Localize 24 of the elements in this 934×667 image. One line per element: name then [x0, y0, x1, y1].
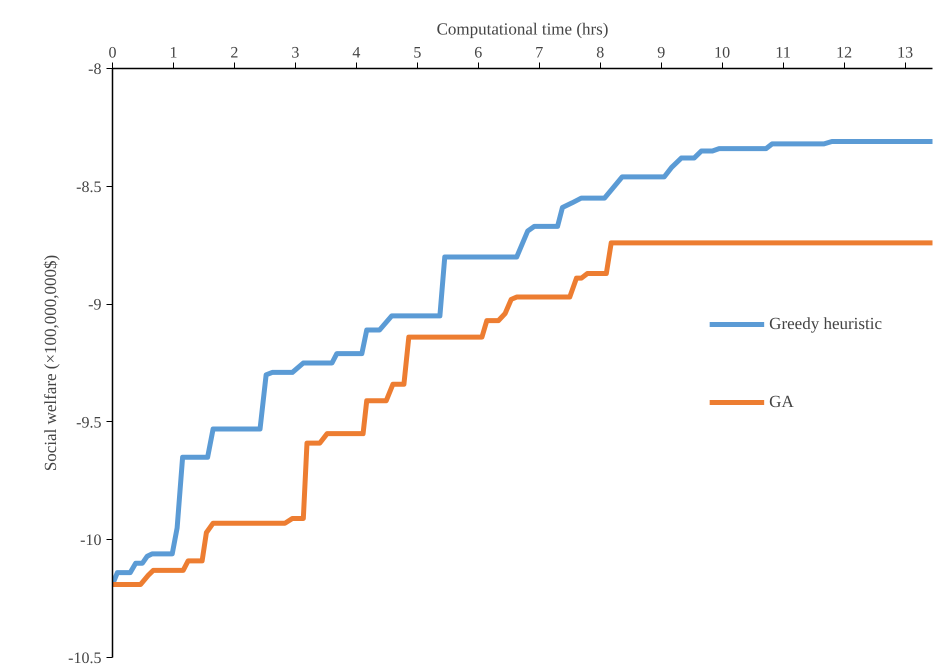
y-tick-label: -9.5: [76, 414, 102, 432]
y-tick-label: -10: [80, 532, 102, 550]
x-tick-label: 3: [291, 44, 300, 62]
x-tick-label: 6: [474, 44, 482, 62]
x-tick-label: 0: [108, 44, 116, 62]
x-tick-label: 13: [897, 44, 914, 62]
x-tick-label: 12: [836, 44, 852, 62]
y-tick-label: -8.5: [76, 178, 102, 196]
y-axis-title: Social welfare (×100,000,000$): [41, 254, 60, 472]
x-tick-label: 5: [413, 44, 422, 62]
x-axis-title: Computational time (hrs): [436, 20, 608, 38]
x-tick-label: 4: [352, 44, 360, 62]
x-tick-label: 8: [596, 44, 604, 62]
x-tick-label: 11: [775, 44, 791, 62]
x-tick-label: 10: [714, 44, 730, 62]
legend-label: GA: [769, 392, 794, 412]
x-tick-label: 7: [535, 44, 544, 62]
x-tick-label: 2: [230, 44, 238, 62]
x-tick-label: 1: [169, 44, 178, 62]
y-tick-label: -8: [88, 61, 102, 78]
y-tick-label: -9: [88, 296, 102, 314]
legend-label: Greedy heuristic: [769, 314, 882, 334]
x-tick-label: 9: [657, 44, 666, 62]
y-tick-label: -10.5: [68, 650, 102, 667]
